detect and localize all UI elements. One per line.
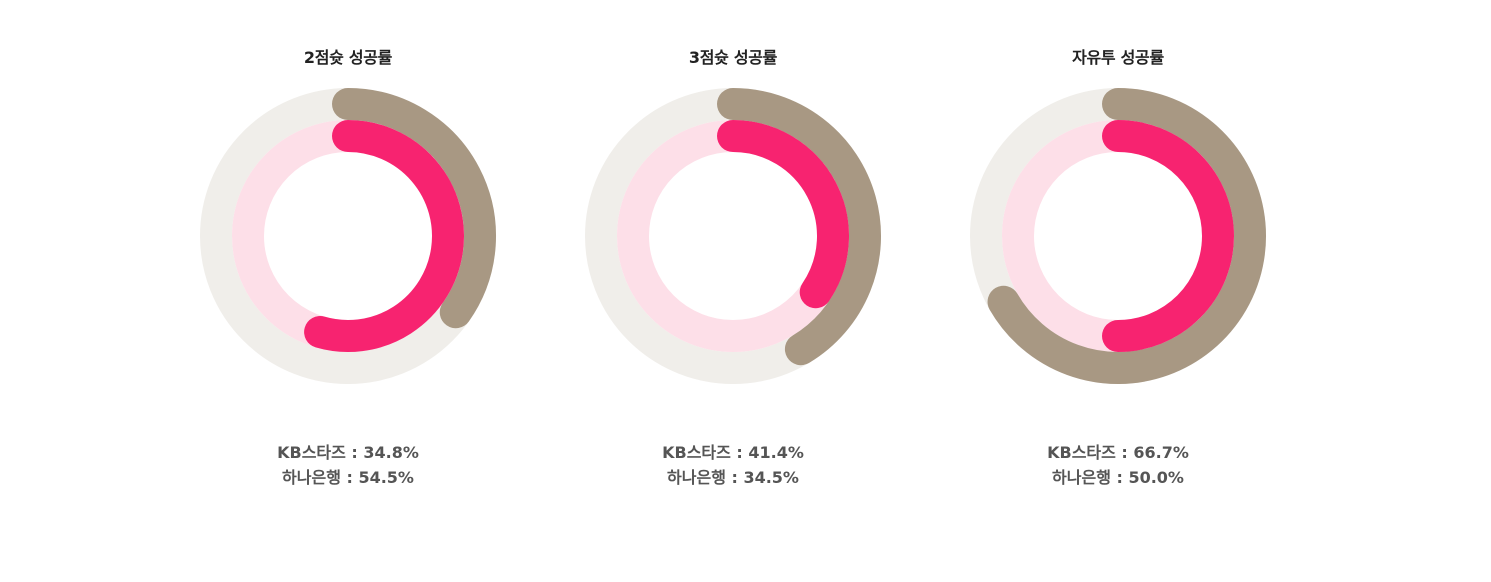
hana-ring-arc: [304, 120, 464, 352]
chart-title: 3점슛 성공률: [688, 48, 778, 67]
chart-legend: KB스타즈 : 66.7% 하나은행 : 50.0%: [968, 440, 1268, 490]
kb-ring-arc: [717, 88, 881, 366]
donut-chart: [970, 88, 1266, 384]
chart-legend: KB스타즈 : 41.4% 하나은행 : 34.5%: [583, 440, 883, 490]
hana-ring-arc: [1102, 120, 1234, 352]
legend-kb: KB스타즈 : 66.7%: [1047, 443, 1189, 462]
legend-kb: KB스타즈 : 41.4%: [662, 443, 804, 462]
donut-chart: [200, 88, 496, 384]
chart-3pt: 3점슛 성공률 KB스타즈 : 41.4% 하나은행 : 34.5%: [583, 0, 883, 582]
legend-kb: KB스타즈 : 34.8%: [277, 443, 419, 462]
chart-title: 2점슛 성공률: [303, 48, 393, 67]
hana-ring-arc: [717, 120, 849, 309]
chart-legend: KB스타즈 : 34.8% 하나은행 : 54.5%: [198, 440, 498, 490]
kb-ring-arc: [987, 88, 1266, 384]
legend-hana: 하나은행 : 34.5%: [667, 468, 799, 487]
donut-chart: [585, 88, 881, 384]
chart-ft: 자유투 성공률 KB스타즈 : 66.7% 하나은행 : 50.0%: [968, 0, 1268, 582]
legend-hana: 하나은행 : 54.5%: [282, 468, 414, 487]
chart-2pt: 2점슛 성공률 KB스타즈 : 34.8% 하나은행 : 54.5%: [198, 0, 498, 582]
kb-ring-arc: [332, 88, 496, 329]
chart-title: 자유투 성공률: [1072, 48, 1164, 67]
legend-hana: 하나은행 : 50.0%: [1052, 468, 1184, 487]
